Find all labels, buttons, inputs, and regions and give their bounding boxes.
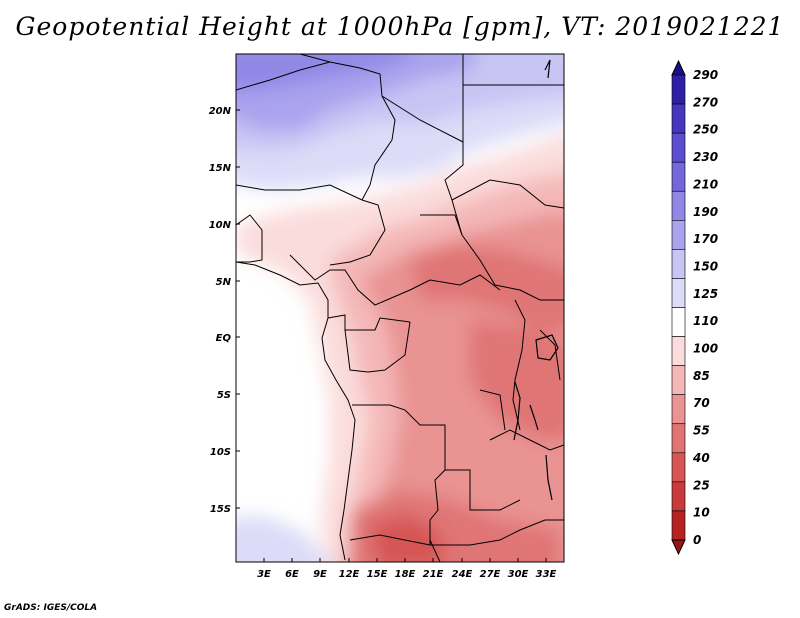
colorbar-swatch [671,481,686,512]
colorbar-label: 290 [693,68,718,82]
lat-label: 20N [209,106,232,117]
colorbar-swatch [671,336,686,366]
lon-label: 15E [367,569,388,580]
colorbar-label: 25 [693,478,710,492]
colorbar-swatch [671,452,686,483]
colorbar-label: 190 [693,205,718,219]
colorbar-swatch [671,190,686,221]
colorbar-swatch [671,278,686,308]
colorbar-label: 210 [693,177,718,191]
colorbar-label: 150 [693,259,718,273]
map-title: Geopotential Height at 1000hPa [gpm], VT… [15,12,785,41]
lon-label: 27E [480,569,501,580]
lon-label: 21E [423,569,444,580]
colorbar-label: 125 [693,287,718,301]
colorbar-swatch [671,249,686,279]
colorbar-top-arrow [671,59,686,76]
lat-axis: 20N 15N 10N 5N EQ 5S 10S 15S [209,106,232,515]
lon-label: 33E [536,569,557,580]
lat-label: 5S [217,390,231,401]
lon-label: 3E [257,569,271,580]
colorbar-label: 40 [692,451,710,465]
colorbar-label: 55 [693,424,710,438]
lon-label: 24E [452,569,473,580]
colorbar-swatch [671,365,686,395]
colorbar-label: 230 [693,150,718,164]
colorbar-swatch [671,220,686,250]
colorbar-label: 250 [693,123,718,137]
colorbar-label: 0 [693,533,701,547]
colorbar-label: 270 [693,95,718,109]
colorbar-swatch [671,307,686,337]
colorbar-label: 100 [693,342,718,356]
colorbar-label: 110 [693,314,718,328]
colorbar-swatch [671,423,686,454]
lat-label: 15S [210,504,231,515]
lon-label: 6E [285,569,299,580]
grads-credit: GrADS: IGES/COLA [4,603,98,613]
colorbar-swatch [671,161,686,192]
lon-label: 30E [508,569,529,580]
colorbar-swatch [671,510,686,541]
lat-label: 10N [209,220,232,231]
lon-label: 12E [339,569,360,580]
colorbar-swatch [671,394,686,425]
colorbar: 2902702502302101901701501251101008570554… [671,59,718,556]
colorbar-bottom-arrow [671,539,686,556]
map-panel [236,54,564,562]
colorbar-swatch [671,132,686,163]
lat-label: 10S [210,447,231,458]
map-frame [235,53,565,563]
lat-label: EQ [216,333,232,344]
lon-label: 9E [313,569,327,580]
colorbar-label: 85 [693,369,710,383]
colorbar-label: 170 [693,232,718,246]
colorbar-swatch [671,103,686,134]
lat-label: 5N [216,277,232,288]
colorbar-label: 70 [693,396,710,410]
lon-label: 18E [395,569,416,580]
colorbar-label: 10 [693,506,710,520]
lon-axis: 3E 6E 9E 12E 15E 18E 21E 24E 27E 30E 33E [257,569,556,580]
lat-label: 15N [209,163,232,174]
colorbar-swatch [671,74,686,105]
